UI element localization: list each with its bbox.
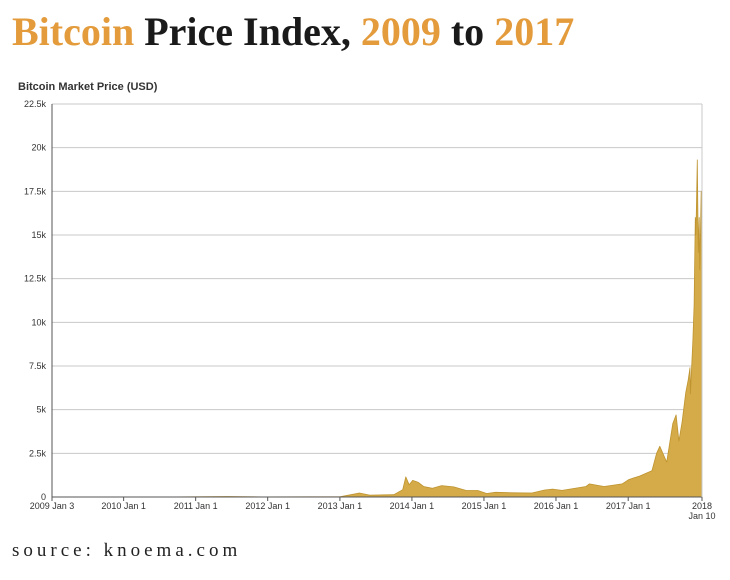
y-tick-label: 20k [31,143,46,153]
chart-title: Bitcoin Market Price (USD) [18,81,158,93]
price-point [672,423,673,424]
axes [51,104,703,501]
price-point [694,304,695,305]
price-point [544,489,545,490]
y-tick-label: 22.5k [24,99,47,109]
price-point [417,482,418,483]
price-point [676,414,677,415]
price-point [692,339,693,340]
price-point [695,217,696,218]
y-axis-labels: 0 2.5k 5k 7.5k 10k 12.5k 15k 17.5k 20k 22.5k [24,99,47,502]
x-tick-label: 2015 Jan 1 [462,501,507,511]
title-to: to [440,9,495,54]
price-point [589,483,590,484]
y-tick-label: 7.5k [29,361,47,371]
price-point [689,367,690,368]
title-start-year: 2009 [360,9,441,54]
price-point [513,492,514,493]
price-point [552,489,553,490]
area-layer [51,159,703,498]
price-point [423,486,424,487]
price-point [465,490,466,491]
x-tick-label-line2: Jan 10 [688,511,715,521]
price-point [690,393,691,394]
y-tick-label: 15k [31,230,46,240]
price-point [659,446,660,447]
x-tick-label: 2014 Jan 1 [390,501,435,511]
price-point [697,159,698,160]
price-point [656,453,657,454]
price-point [453,486,454,487]
y-tick-label: 10k [31,317,46,327]
title-end-year: 2017 [494,9,575,54]
price-chart: Bitcoin Market Price (USD) 0 2.5k 5k 7.5k 10… [18,81,716,521]
price-point [666,462,667,463]
x-tick-label: 2010 Jan 1 [101,501,146,511]
grid-lines [52,103,702,454]
price-point [651,470,652,471]
price-point [369,495,370,496]
price-point [695,234,696,235]
price-point [531,492,532,493]
y-tick-label: 5k [36,405,46,415]
price-point [412,480,413,481]
price-point [562,490,563,491]
price-point [628,479,629,480]
x-tick-label: 2012 Jan 1 [245,501,290,511]
y-tick-label: 2.5k [29,448,47,458]
price-point [495,492,496,493]
price-point [405,476,406,477]
price-point [678,441,679,442]
price-point [682,421,683,422]
x-tick-label: 2016 Jan 1 [534,501,579,511]
price-point [441,485,442,486]
x-tick-label: 2017 Jan 1 [606,501,651,511]
price-point [699,269,700,270]
price-point [393,494,394,495]
price-point [622,483,623,484]
x-tick-label: 2018 [692,501,712,511]
x-axis-labels: 2009 Jan 3 2010 Jan 1 2011 Jan 1 2012 Jan 1… [30,501,716,521]
price-point [688,379,689,380]
price-point [585,486,586,487]
price-point [486,493,487,494]
price-point [359,492,360,493]
x-tick-label: 2011 Jan 1 [174,501,218,511]
price-point [432,488,433,489]
y-tick-label: 17.5k [24,186,47,196]
y-tick-label: 12.5k [24,274,47,284]
price-point [698,252,699,253]
title-bitcoin: Bitcoin [12,9,135,54]
title-middle: Price Index, [134,9,361,54]
price-point [477,490,478,491]
price-point [639,475,640,476]
price-point [604,486,605,487]
x-tick-label: 2009 Jan 3 [30,501,75,511]
price-point [699,217,700,218]
page-title: Bitcoin Price Index, 2009 to 2017 [12,6,574,58]
price-area-series [51,159,703,498]
y-tick-label: 0 [41,492,46,502]
x-tick-label: 2013 Jan 1 [318,501,363,511]
price-point [685,392,686,393]
chart-container: Bitcoin Market Price (USD) 0 2.5k 5k 7.5k 10… [0,74,730,524]
price-point [409,484,410,485]
source-credit: source: knoema.com [12,540,242,561]
price-point [402,489,403,490]
